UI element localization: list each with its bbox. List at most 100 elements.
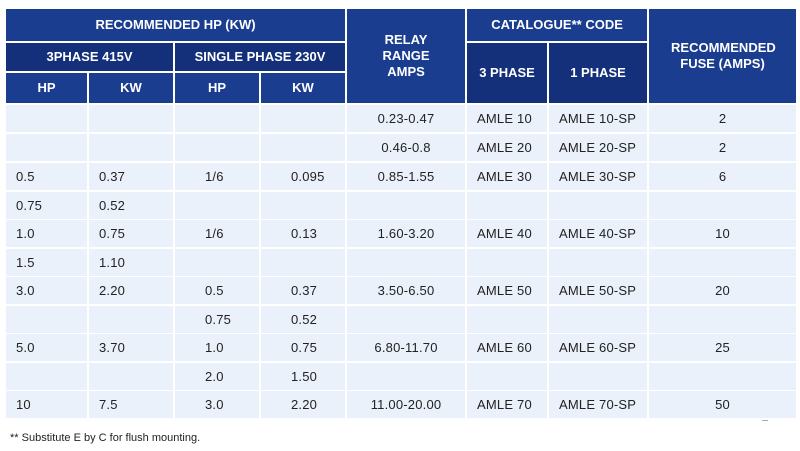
footnote: ** Substitute E by C for flush mounting.: [10, 432, 201, 444]
hp-3phase-cell: [4, 361, 89, 391]
relay-range-cell: [345, 304, 468, 334]
kw-1phase-cell: [258, 132, 348, 163]
header-three-phase-415: 3PHASE 415V: [4, 41, 175, 73]
fuse-cell: 50: [647, 390, 799, 419]
hp-1phase-cell: [173, 132, 261, 163]
kw-1phase-cell: 2.20: [258, 390, 348, 419]
header-catalogue-code: CATALOGUE** CODE: [465, 7, 650, 43]
code-3phase-cell: AMLE 10: [465, 103, 550, 134]
kw-1phase-cell: 1.50: [258, 361, 348, 391]
hp-1phase-cell: 1/6: [173, 219, 261, 249]
hp-1phase-cell: 1/6: [173, 161, 261, 192]
relay-range-cell: [345, 361, 468, 391]
hp-3phase-cell: 1.5: [4, 247, 89, 277]
code-3phase-cell: [465, 304, 550, 334]
hp-1phase-cell: [173, 247, 261, 277]
header-code-one-phase: 1 PHASE: [547, 41, 650, 105]
hp-1phase-cell: [173, 103, 261, 134]
code-1phase-cell: AMLE 60-SP: [547, 333, 650, 363]
code-3phase-cell: [465, 361, 550, 391]
fuse-cell: 25: [647, 333, 799, 363]
fuse-cell: 20: [647, 276, 799, 306]
code-1phase-cell: AMLE 40-SP: [547, 219, 650, 249]
code-1phase-cell: AMLE 30-SP: [547, 161, 650, 192]
hp-3phase-cell: [4, 103, 89, 134]
hp-3phase-cell: 1.0: [4, 219, 89, 249]
hp-3phase-cell: 0.75: [4, 190, 89, 220]
table-row: 0.23-0.47 AMLE 10 AMLE 10-SP 2: [4, 103, 799, 134]
hp-1phase-cell: 0.5: [173, 276, 261, 306]
kw-1phase-cell: [258, 103, 348, 134]
fuse-cell: [647, 304, 799, 334]
hp-3phase-cell: 10: [4, 390, 89, 419]
header-code-three-phase: 3 PHASE: [465, 41, 550, 105]
kw-3phase-cell: 2.20: [87, 276, 175, 306]
table-row: 0.75 0.52: [4, 304, 799, 334]
header-hp-three-phase: HP: [4, 71, 89, 105]
fuse-cell: [647, 361, 799, 391]
hp-1phase-cell: [173, 190, 261, 220]
relay-range-cell: 0.46-0.8: [345, 132, 468, 163]
code-1phase-cell: AMLE 50-SP: [547, 276, 650, 306]
hp-1phase-cell: 3.0: [173, 390, 261, 419]
relay-range-cell: 1.60-3.20: [345, 219, 468, 249]
fuse-cell: 2: [647, 103, 799, 134]
hp-3phase-cell: 3.0: [4, 276, 89, 306]
table-row: 0.5 0.37 1/6 0.095 0.85-1.55 AMLE 30 AML…: [4, 161, 799, 192]
hp-3phase-cell: 5.0: [4, 333, 89, 363]
kw-1phase-cell: 0.75: [258, 333, 348, 363]
header-kw-three-phase: KW: [87, 71, 175, 105]
relay-range-cell: [345, 247, 468, 277]
code-3phase-cell: AMLE 20: [465, 132, 550, 163]
code-3phase-cell: AMLE 70: [465, 390, 550, 419]
kw-1phase-cell: 0.37: [258, 276, 348, 306]
kw-3phase-cell: [87, 103, 175, 134]
fuse-cell: 2: [647, 132, 799, 163]
fuse-cell: 6: [647, 161, 799, 192]
header-relay-range: RELAY RANGE AMPS: [345, 7, 468, 105]
code-3phase-cell: [465, 247, 550, 277]
code-1phase-cell: [547, 190, 650, 220]
kw-3phase-cell: 7.5: [87, 390, 175, 419]
kw-3phase-cell: [87, 132, 175, 163]
kw-3phase-cell: 0.75: [87, 219, 175, 249]
table-row: 5.0 3.70 1.0 0.75 6.80-11.70 AMLE 60 AML…: [4, 333, 799, 363]
hp-3phase-cell: [4, 132, 89, 163]
table-row: 2.0 1.50: [4, 361, 799, 391]
code-3phase-cell: AMLE 40: [465, 219, 550, 249]
code-3phase-cell: AMLE 60: [465, 333, 550, 363]
hp-1phase-cell: 2.0: [173, 361, 261, 391]
relay-selection-table: RECOMMENDED HP (KW) RELAY RANGE AMPS CAT…: [3, 7, 799, 419]
header-single-phase-230: SINGLE PHASE 230V: [172, 41, 348, 73]
code-1phase-cell: [547, 247, 650, 277]
kw-3phase-cell: [87, 361, 175, 391]
table-row: 1.5 1.10: [4, 247, 799, 277]
table-row: 1.0 0.75 1/6 0.13 1.60-3.20 AMLE 40 AMLE…: [4, 219, 799, 249]
hp-1phase-cell: 0.75: [173, 304, 261, 334]
code-3phase-cell: AMLE 30: [465, 161, 550, 192]
kw-3phase-cell: 1.10: [87, 247, 175, 277]
hp-1phase-cell: 1.0: [173, 333, 261, 363]
hp-3phase-cell: [4, 304, 89, 334]
header-hp-single-phase: HP: [173, 71, 261, 105]
kw-1phase-cell: [258, 247, 348, 277]
header-recommended-hp: RECOMMENDED HP (KW): [3, 7, 348, 43]
code-1phase-cell: AMLE 70-SP: [547, 390, 650, 419]
kw-1phase-cell: [258, 190, 348, 220]
kw-3phase-cell: 0.52: [87, 190, 175, 220]
relay-range-cell: 0.23-0.47: [345, 103, 468, 134]
relay-range-cell: 11.00-20.00: [345, 390, 468, 419]
relay-range-cell: 0.85-1.55: [345, 161, 468, 192]
kw-1phase-cell: 0.52: [258, 304, 348, 334]
relay-range-cell: [345, 190, 468, 220]
code-1phase-cell: [547, 361, 650, 391]
fuse-cell: 10: [647, 219, 799, 249]
code-1phase-cell: AMLE 10-SP: [547, 103, 650, 134]
table-row: 3.0 2.20 0.5 0.37 3.50-6.50 AMLE 50 AMLE…: [4, 276, 799, 306]
relay-range-cell: 3.50-6.50: [345, 276, 468, 306]
scan-mark: [762, 420, 768, 421]
kw-3phase-cell: [87, 304, 175, 334]
kw-3phase-cell: 3.70: [87, 333, 175, 363]
relay-range-cell: 6.80-11.70: [345, 333, 468, 363]
